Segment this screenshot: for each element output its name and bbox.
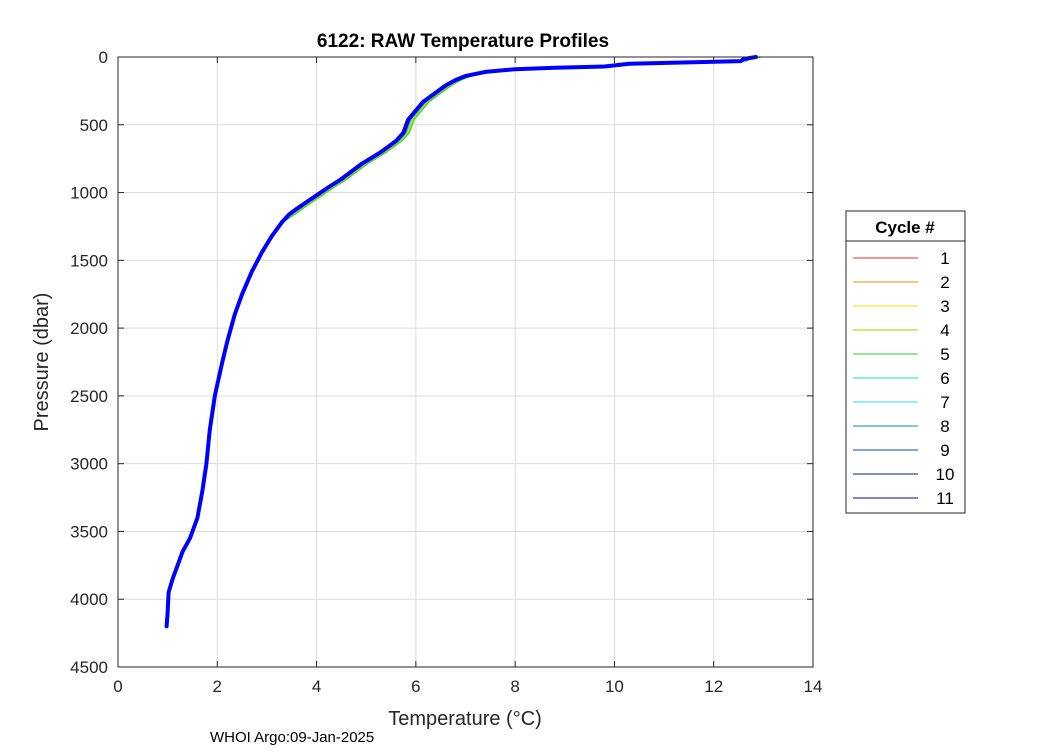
legend-label: 6 bbox=[940, 369, 949, 388]
y-tick-label: 1500 bbox=[70, 251, 108, 270]
series-line-1 bbox=[166, 56, 759, 627]
y-axis-label: Pressure (dbar) bbox=[31, 293, 53, 432]
x-tick-label: 8 bbox=[510, 677, 519, 696]
series-line-9 bbox=[166, 56, 757, 627]
y-tick-label: 2000 bbox=[70, 319, 108, 338]
x-tick-label: 14 bbox=[804, 677, 823, 696]
legend-label: 5 bbox=[940, 345, 949, 364]
plot-frame bbox=[117, 56, 814, 668]
legend-label: 4 bbox=[940, 321, 949, 340]
legend-label: 2 bbox=[940, 273, 949, 292]
y-tick-label: 0 bbox=[99, 48, 108, 67]
series-lines bbox=[164, 55, 763, 629]
legend-label: 10 bbox=[936, 465, 955, 484]
series-line-5 bbox=[167, 56, 763, 627]
y-tick-label: 500 bbox=[80, 116, 108, 135]
footer-stamp: WHOI Argo:09-Jan-2025 bbox=[210, 729, 374, 746]
legend-label: 8 bbox=[940, 417, 949, 436]
legend: Cycle # 1 2 3 4 5 6 7 8 9 10 11 bbox=[845, 210, 966, 514]
series-line-3 bbox=[166, 56, 761, 627]
legend-label: 1 bbox=[940, 249, 949, 268]
legend-label: 7 bbox=[940, 393, 949, 412]
y-tick-label: 2500 bbox=[70, 387, 108, 406]
x-axis-label: Temperature (°C) bbox=[388, 708, 542, 730]
y-tick-label: 4500 bbox=[70, 658, 108, 677]
y-tick-label: 4000 bbox=[70, 590, 108, 609]
axis-ticks: 0 2 4 6 8 10 12 14 0 500 1000 1500 2000 2500 3000 3500 4… bbox=[70, 48, 822, 696]
y-tick-label: 3000 bbox=[70, 455, 108, 474]
series-line-4 bbox=[167, 56, 762, 627]
series-line-2 bbox=[165, 56, 755, 627]
legend-box bbox=[845, 210, 966, 514]
series-line-8 bbox=[166, 56, 756, 627]
legend-title: Cycle # bbox=[875, 218, 935, 237]
grid bbox=[118, 57, 813, 667]
x-tick-label: 4 bbox=[312, 677, 321, 696]
x-tick-label: 2 bbox=[213, 677, 222, 696]
series-line-highlight bbox=[164, 55, 758, 629]
legend-label: 9 bbox=[940, 441, 949, 460]
chart-title: 6122: RAW Temperature Profiles bbox=[317, 31, 609, 52]
legend-label: 3 bbox=[940, 297, 949, 316]
series-line-7 bbox=[166, 56, 758, 627]
legend-label: 11 bbox=[936, 489, 954, 508]
series-line-6 bbox=[166, 56, 760, 627]
y-tick-label: 1000 bbox=[70, 184, 108, 203]
x-tick-label: 6 bbox=[411, 677, 420, 696]
x-tick-label: 12 bbox=[704, 677, 723, 696]
series-line-10 bbox=[165, 56, 755, 627]
x-tick-label: 0 bbox=[113, 677, 122, 696]
y-tick-label: 3500 bbox=[70, 522, 108, 541]
legend-items: 1 2 3 4 5 6 7 8 9 10 11 bbox=[853, 249, 954, 508]
x-tick-label: 10 bbox=[605, 677, 624, 696]
series-line-11 bbox=[166, 56, 757, 627]
